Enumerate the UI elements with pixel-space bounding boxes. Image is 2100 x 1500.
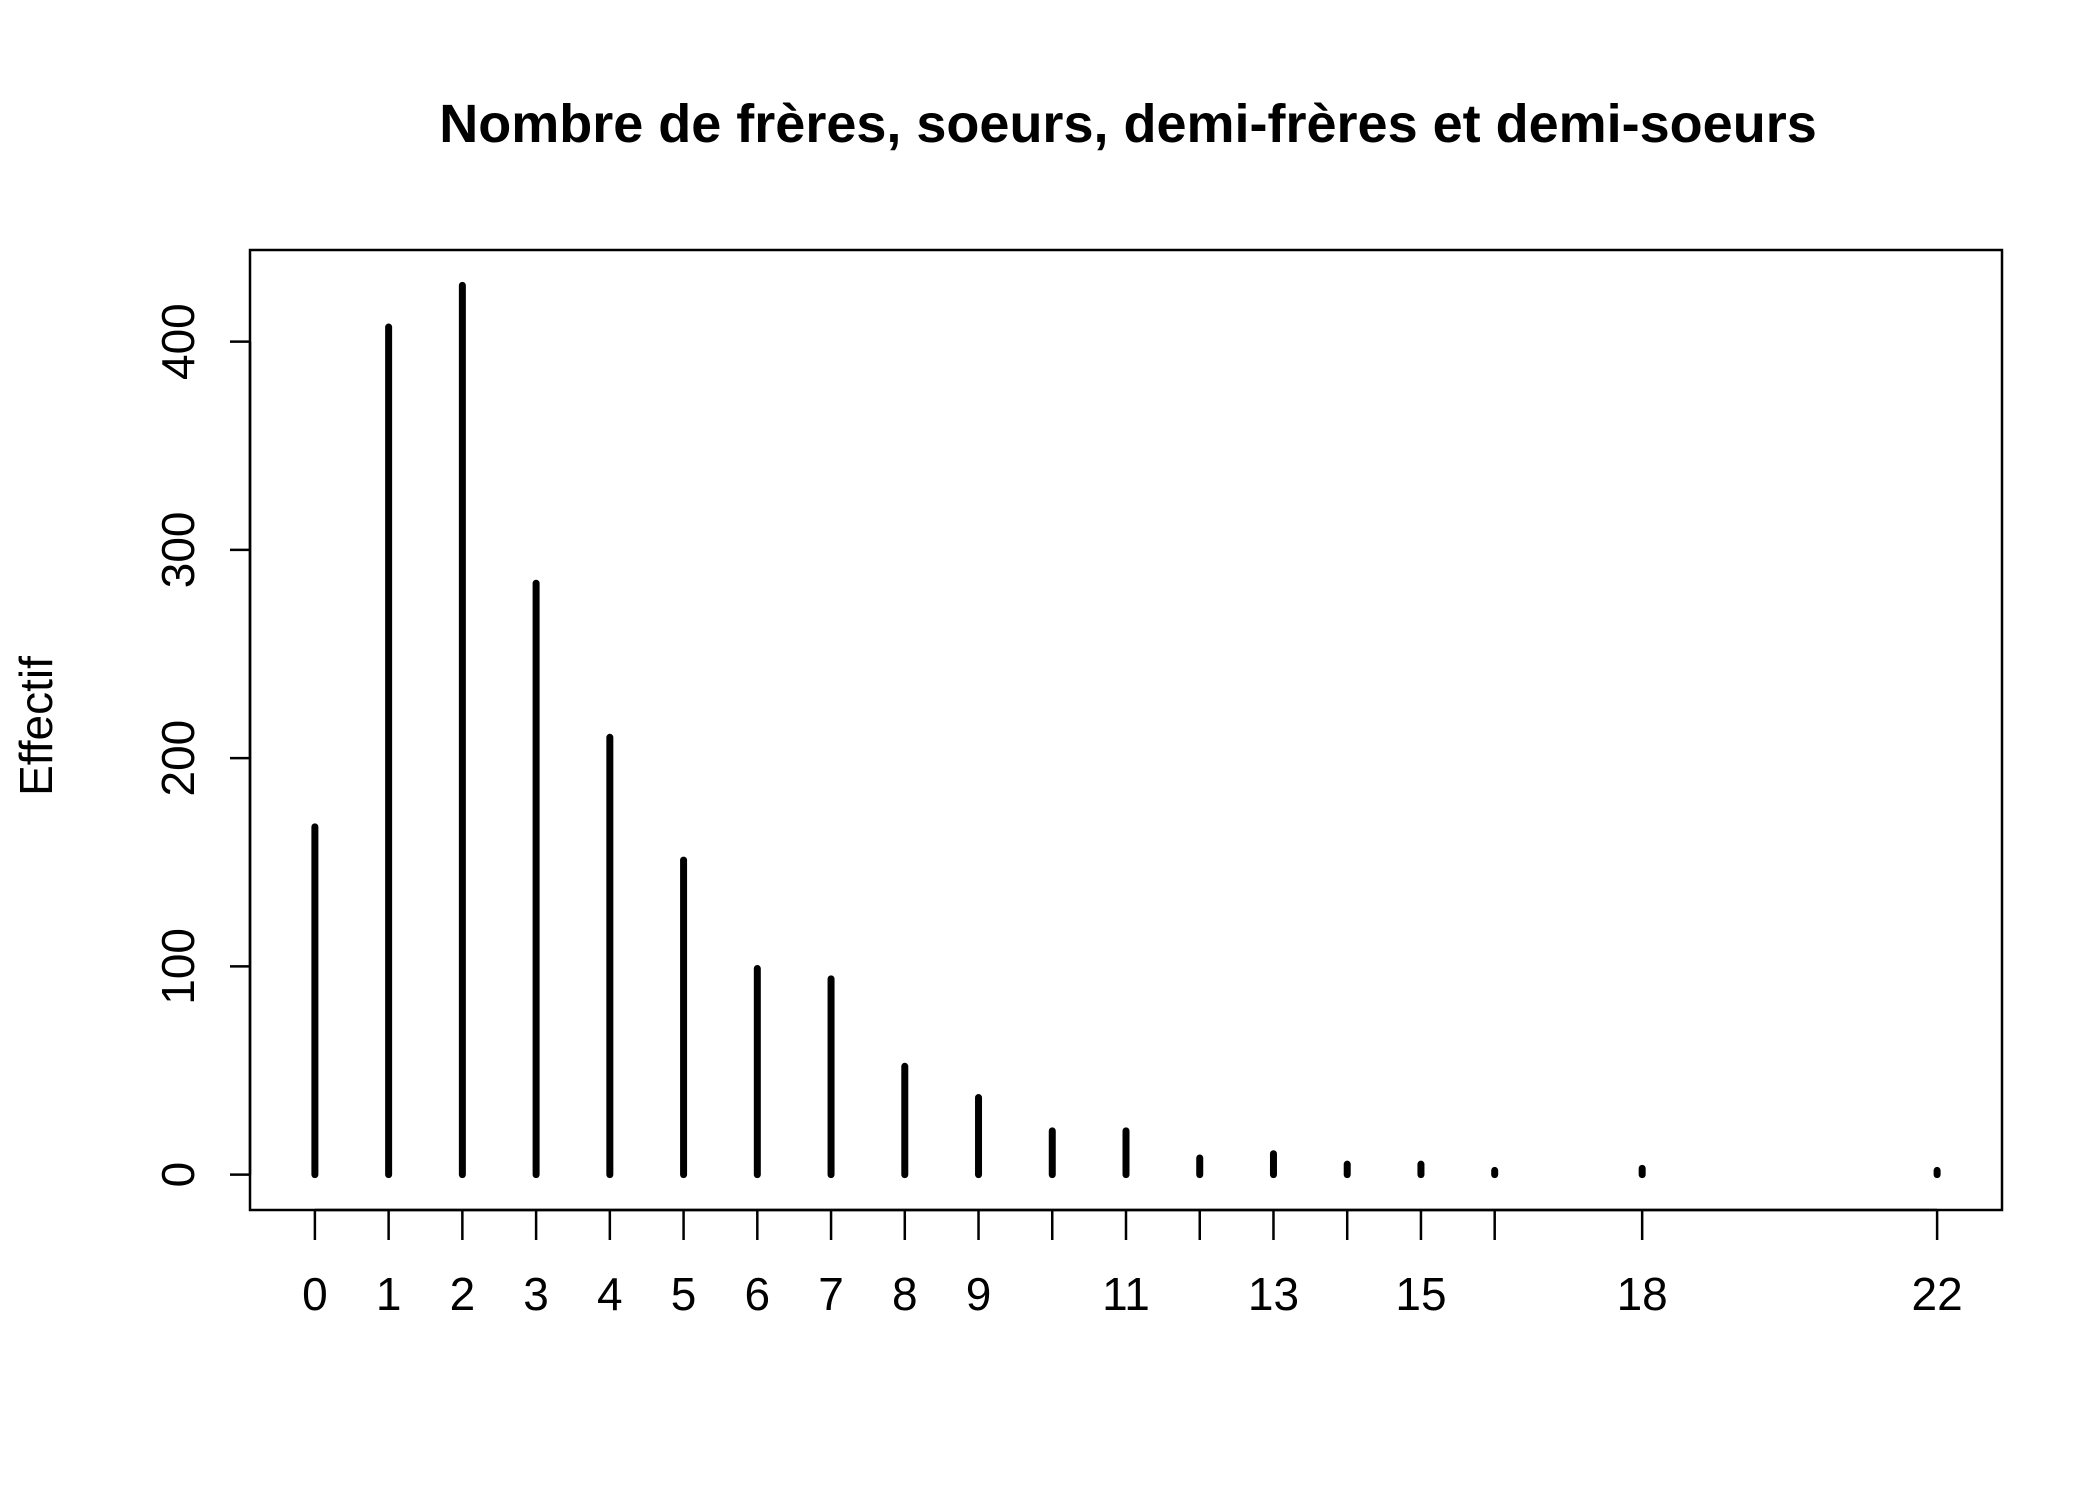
x-tick-label: 7 [818,1268,844,1320]
x-tick-label: 1 [376,1268,402,1320]
y-tick-label: 300 [152,511,204,588]
x-axis: 0 1 2 3 4 5 6 7 8 9 11 13 15 18 22 [302,1208,1963,1320]
x-tick-label: 5 [671,1268,697,1320]
y-tick-label: 100 [152,928,204,1005]
x-tick-label: 22 [1912,1268,1963,1320]
y-tick-label: 400 [152,303,204,380]
x-tick-label: 18 [1617,1268,1668,1320]
x-tick-label: 11 [1102,1268,1150,1320]
x-tick-label: 6 [745,1268,771,1320]
x-tick-label: 3 [523,1268,549,1320]
x-tick-label: 13 [1248,1268,1299,1320]
y-tick-label: 0 [152,1162,204,1188]
y-axis-label: Effectif [10,656,62,796]
x-tick-label: 2 [450,1268,476,1320]
y-axis: 0 100 200 300 400 [152,303,252,1188]
x-tick-label: 4 [597,1268,623,1320]
x-tick-label: 9 [966,1268,992,1320]
bars [311,281,1941,1179]
chart-title: Nombre de frères, soeurs, demi-frères et… [439,94,1817,154]
x-tick-label: 15 [1395,1268,1446,1320]
x-tick-label: 0 [302,1268,328,1320]
y-tick-label: 200 [152,720,204,797]
x-tick-label: 8 [892,1268,918,1320]
